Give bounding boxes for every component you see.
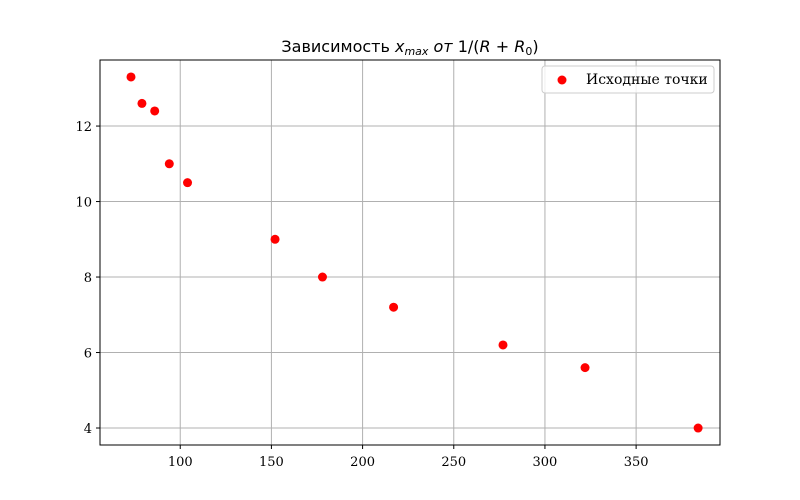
- title-r0: R: [514, 37, 525, 56]
- data-point: [150, 106, 160, 116]
- data-point: [498, 340, 508, 350]
- title-close: ): [532, 37, 538, 56]
- data-point: [126, 72, 136, 82]
- axes-frame: [99, 59, 721, 446]
- title-suffix: 1/(: [458, 37, 480, 56]
- data-point: [270, 234, 280, 244]
- legend-label: Исходные точки: [586, 72, 708, 88]
- x-tick-label: 350: [624, 455, 649, 470]
- y-tick-label: 12: [75, 120, 92, 135]
- grid-lines: [100, 60, 720, 445]
- y-tick-label: 8: [84, 271, 92, 286]
- title-r0-sub: 0: [525, 45, 532, 58]
- title-x-sub: max: [404, 45, 428, 58]
- y-tick-label: 6: [84, 347, 92, 362]
- axis-ticks: 100 150 200 250 300 350 4 6 8 10 12: [75, 120, 648, 470]
- x-tick-label: 200: [350, 455, 375, 470]
- legend: Исходные точки: [541, 65, 715, 94]
- data-point: [389, 302, 399, 312]
- y-tick-label: 4: [84, 422, 92, 437]
- data-point: [164, 159, 174, 169]
- title-r: R: [480, 37, 491, 56]
- title-prefix: Зависимость: [281, 37, 395, 56]
- x-tick-label: 300: [533, 455, 558, 470]
- legend-marker: [557, 75, 567, 85]
- data-point: [317, 272, 327, 282]
- data-points: [126, 72, 703, 433]
- legend-box: [541, 65, 715, 94]
- title-plus: +: [491, 37, 515, 56]
- x-tick-label: 250: [441, 455, 466, 470]
- x-tick-label: 150: [259, 455, 284, 470]
- title-ot: от: [428, 37, 457, 56]
- data-point: [183, 178, 193, 188]
- chart-title: Зависимость xmax от 1/(R + R0): [281, 37, 538, 58]
- data-point: [580, 363, 590, 373]
- data-point: [693, 423, 703, 433]
- y-tick-label: 10: [75, 196, 92, 211]
- title-x: x: [394, 37, 405, 56]
- x-tick-label: 100: [168, 455, 193, 470]
- data-point: [137, 98, 147, 108]
